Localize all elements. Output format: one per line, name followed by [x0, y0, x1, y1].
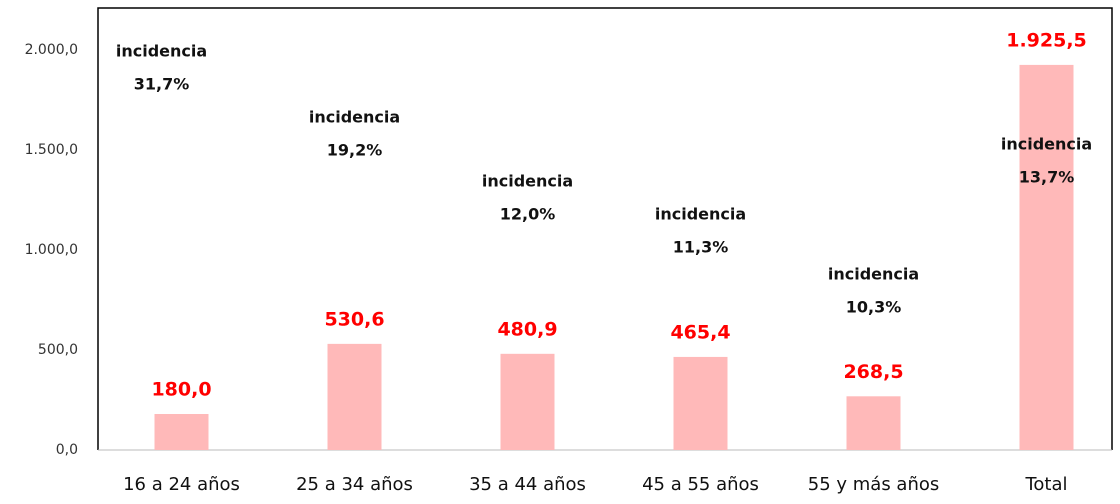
bar — [673, 356, 728, 450]
annotation-label: incidencia — [828, 265, 919, 284]
annotation-label: incidencia — [482, 172, 573, 191]
annotation-label: incidencia — [1001, 135, 1092, 154]
y-tick-label: 1.500,0 — [25, 142, 78, 158]
x-tick-label: 45 a 55 años — [642, 474, 759, 495]
value-label: 465,4 — [670, 321, 730, 343]
value-label: 530,6 — [324, 308, 384, 330]
value-label: 180,0 — [151, 379, 211, 401]
x-tick-label: 25 a 34 años — [296, 474, 413, 495]
annotation-label: incidencia — [116, 42, 207, 61]
annotation-label: incidencia — [655, 205, 746, 224]
annotation-value: 13,7% — [1019, 168, 1075, 187]
x-tick-label: 55 y más años — [808, 474, 940, 495]
annotation-value: 31,7% — [134, 75, 190, 94]
bar — [154, 414, 209, 450]
bar — [846, 396, 901, 450]
value-label: 268,5 — [843, 361, 903, 383]
annotation-value: 10,3% — [846, 298, 902, 317]
value-label: 1.925,5 — [1006, 29, 1087, 51]
bar — [500, 353, 555, 450]
value-label: 480,9 — [497, 318, 557, 340]
bar — [327, 343, 382, 450]
y-tick-label: 2.000,0 — [25, 42, 78, 58]
annotation-label: incidencia — [309, 108, 400, 127]
y-tick-label: 1.000,0 — [25, 242, 78, 258]
y-tick-label: 0,0 — [56, 442, 78, 458]
x-tick-label: Total — [1024, 474, 1067, 495]
plot-frame — [97, 7, 1113, 450]
x-tick-label: 16 a 24 años — [123, 474, 240, 495]
annotation-value: 19,2% — [327, 141, 383, 160]
y-tick-label: 500,0 — [38, 342, 78, 358]
annotation-value: 12,0% — [500, 205, 556, 224]
x-tick-label: 35 a 44 años — [469, 474, 586, 495]
annotation-value: 11,3% — [673, 238, 729, 257]
bar — [1019, 64, 1074, 451]
